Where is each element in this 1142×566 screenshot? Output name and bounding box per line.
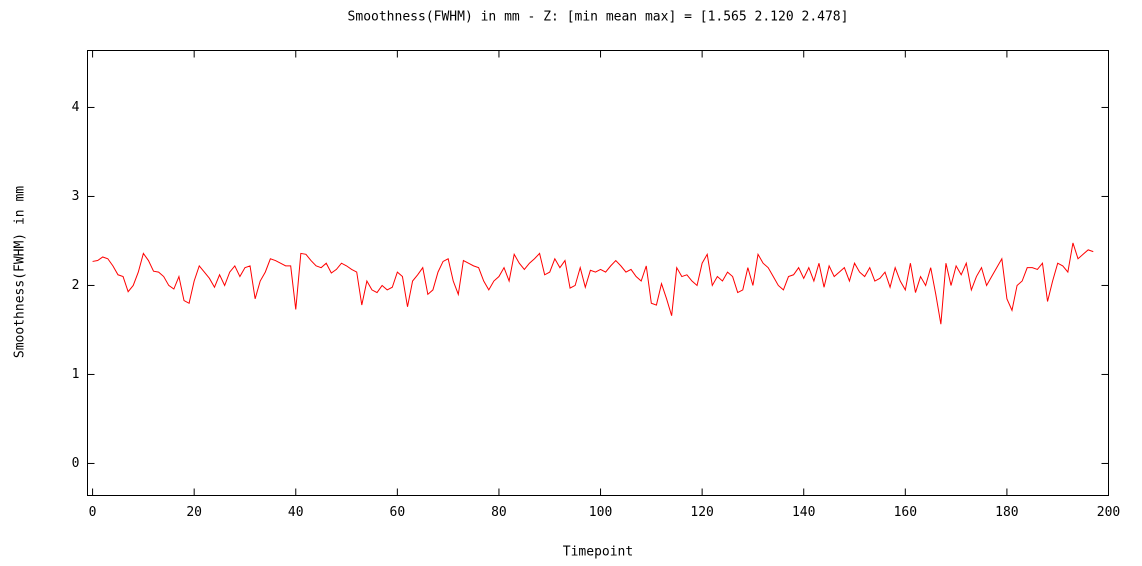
y-tick-label: 2 — [72, 278, 80, 293]
x-tick-label: 200 — [1097, 505, 1120, 520]
x-tick-label: 80 — [491, 505, 507, 520]
y-tick-label: 3 — [72, 189, 80, 204]
x-tick-label: 40 — [288, 505, 304, 520]
y-tick-label: 0 — [72, 456, 80, 471]
chart-title: Smoothness(FWHM) in mm - Z: [min mean ma… — [348, 10, 849, 25]
y-axis-label: Smoothness(FWHM) in mm — [13, 186, 28, 358]
x-tick-label: 20 — [186, 505, 202, 520]
x-tick-label: 0 — [89, 505, 97, 520]
x-tick-label: 160 — [894, 505, 917, 520]
x-tick-label: 100 — [589, 505, 612, 520]
data-line — [92, 242, 1094, 325]
x-tick-label: 60 — [390, 505, 406, 520]
y-tick-label: 1 — [72, 367, 80, 382]
plot-frame — [87, 50, 1109, 496]
y-tick-label: 4 — [72, 100, 80, 115]
x-axis-label: Timepoint — [563, 545, 633, 560]
x-tick-label: 120 — [690, 505, 713, 520]
x-tick-label: 140 — [792, 505, 815, 520]
x-tick-label: 180 — [995, 505, 1018, 520]
